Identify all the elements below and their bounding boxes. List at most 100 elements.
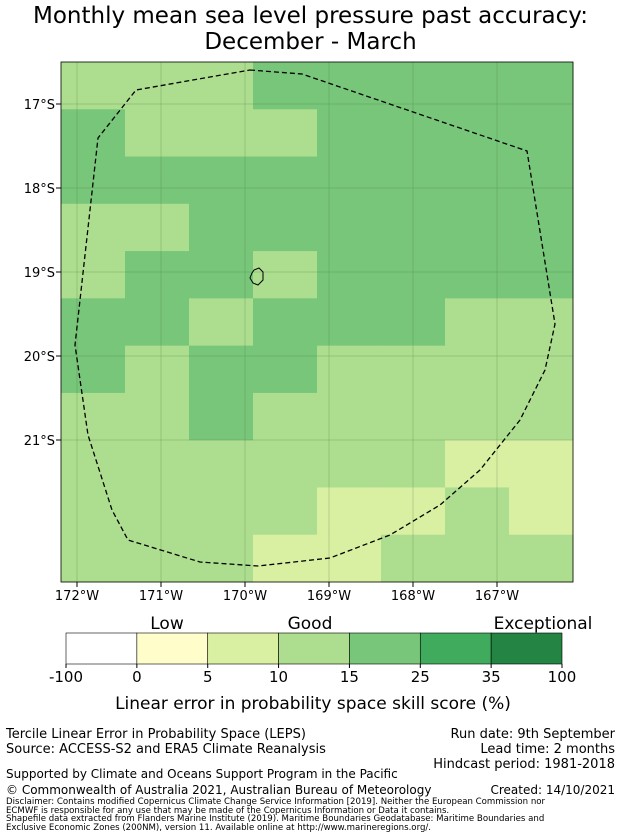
skill-cell	[253, 440, 318, 488]
skill-cell	[445, 62, 510, 110]
lon-label: 169°W	[307, 589, 351, 604]
skill-cell	[61, 62, 126, 110]
lat-label: 17°S	[24, 98, 55, 113]
island-outline	[249, 267, 264, 286]
skill-cell	[125, 487, 190, 536]
method-text: Tercile Linear Error in Probability Spac…	[6, 727, 306, 742]
graticule	[61, 62, 573, 582]
skill-cell	[317, 251, 382, 299]
skill-cell	[61, 345, 126, 394]
skill-cell	[445, 251, 510, 299]
skill-cell	[61, 392, 126, 441]
skill-cell	[317, 109, 382, 158]
colorbar-label: Linear error in probability space skill …	[115, 694, 511, 714]
disclaimer-line2: ECMWF is responsible for any use that ma…	[6, 806, 450, 816]
skill-cell	[253, 156, 318, 205]
skill-cell	[253, 62, 318, 110]
skill-cell	[189, 392, 254, 441]
skill-cell	[509, 156, 574, 205]
skill-cell	[253, 298, 318, 347]
skill-cell	[189, 298, 254, 347]
colorbar-category-exceptional: Exceptional	[494, 614, 593, 634]
shapefile-line1: Shapefile data extracted from Flanders M…	[6, 814, 545, 824]
skill-cell	[445, 109, 510, 158]
skill-cell	[125, 251, 190, 299]
colorbar-swatch	[490, 632, 563, 665]
skill-cell	[61, 109, 126, 158]
skill-cell	[125, 534, 190, 583]
lon-label: 168°W	[391, 589, 435, 604]
skill-cell	[189, 251, 254, 299]
skill-cell	[253, 345, 318, 394]
skill-cell	[61, 203, 126, 252]
skill-cell	[61, 298, 126, 347]
colorbar-tick-label: 25	[411, 668, 430, 686]
skill-cell	[125, 203, 190, 252]
skill-cell	[253, 251, 318, 299]
skill-cell	[317, 345, 382, 394]
skill-cell	[445, 534, 510, 583]
skill-cell	[189, 345, 254, 394]
skill-cell	[61, 251, 126, 299]
copyright-text: © Commonwealth of Australia 2021, Austra…	[6, 783, 432, 797]
skill-cell	[189, 62, 254, 110]
skill-cell	[189, 487, 254, 536]
map-frame	[60, 61, 574, 583]
lat-label: 19°S	[24, 266, 55, 281]
skill-cell	[317, 203, 382, 252]
lat-label: 18°S	[24, 182, 55, 197]
skill-cell	[125, 345, 190, 394]
lead-time: Lead time: 2 months	[480, 742, 615, 757]
skill-cell	[317, 440, 382, 488]
skill-cell	[509, 440, 574, 488]
source-text: Source: ACCESS-S2 and ERA5 Climate Reana…	[6, 742, 326, 757]
disclaimer-line1: Disclaimer: Contains modified Copernicus…	[6, 797, 546, 807]
skill-cell	[317, 392, 382, 441]
support-text: Supported by Climate and Oceans Support …	[6, 767, 398, 781]
skill-cell	[61, 487, 126, 536]
colorbar-tick-label: -100	[49, 668, 83, 686]
skill-cell	[509, 203, 574, 252]
skill-cell	[189, 109, 254, 158]
colorbar-tick-label: 15	[340, 668, 359, 686]
skill-cell	[253, 392, 318, 441]
skill-cell	[253, 109, 318, 158]
colorbar-tick-label: 0	[132, 668, 142, 686]
skill-cell	[509, 487, 574, 536]
shapefile-line2: Exclusive Economic Zones (200NM), versio…	[6, 823, 432, 833]
lat-label: 20°S	[24, 350, 55, 365]
skill-cell	[125, 298, 190, 347]
skill-cell	[189, 534, 254, 583]
lon-label: 170°W	[223, 589, 267, 604]
skill-cell	[125, 440, 190, 488]
lon-label: 167°W	[475, 589, 519, 604]
colorbar-swatch	[419, 632, 492, 665]
skill-cell	[253, 534, 318, 583]
skill-cell	[189, 440, 254, 488]
chart-title-line1: Monthly mean sea level pressure past acc…	[33, 3, 588, 29]
chart-title-line2: December - March	[204, 29, 417, 55]
skill-cell	[509, 392, 574, 441]
colorbar-swatch	[136, 632, 209, 665]
skill-cell	[445, 487, 510, 536]
colorbar-category-good: Good	[288, 614, 333, 634]
skill-cell	[445, 298, 510, 347]
skill-cell	[445, 392, 510, 441]
skill-cell	[509, 534, 574, 583]
lat-label: 21°S	[24, 434, 55, 449]
skill-cell	[445, 156, 510, 205]
skill-cell	[509, 345, 574, 394]
colorbar-swatch	[278, 632, 350, 665]
skill-cell	[189, 156, 254, 205]
run-date: Run date: 9th September	[450, 727, 615, 742]
skill-cell	[317, 156, 382, 205]
skill-cell	[189, 203, 254, 252]
skill-cell	[253, 487, 318, 536]
colorbar-tick-label: 10	[269, 668, 288, 686]
colorbar-swatch	[207, 632, 279, 665]
eez-boundary	[74, 69, 556, 567]
colorbar-swatch	[65, 632, 138, 665]
skill-cell	[125, 109, 190, 158]
skill-cell	[445, 345, 510, 394]
skill-cell	[61, 156, 126, 205]
